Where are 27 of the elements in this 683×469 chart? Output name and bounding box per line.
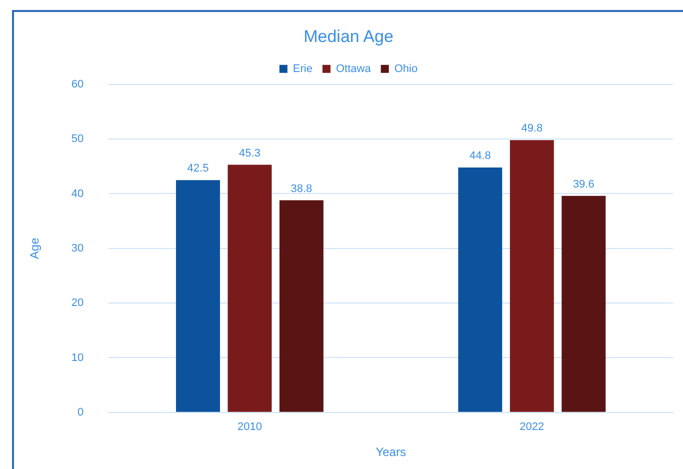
y-tick-label: 40 — [71, 188, 84, 200]
y-tick-label: 30 — [71, 242, 84, 254]
x-tick-label: 2022 — [520, 421, 544, 434]
legend-label: Ottawa — [336, 62, 372, 75]
legend-label: Ohio — [394, 62, 418, 75]
y-tick-label: 0 — [78, 406, 84, 418]
bar — [510, 140, 554, 412]
legend-label: Erie — [292, 62, 312, 75]
x-axis-title: Years — [376, 445, 406, 460]
y-tick-label: 50 — [71, 133, 84, 146]
bar — [562, 196, 606, 412]
data-label: 39.6 — [572, 178, 594, 190]
data-label: 38.8 — [290, 182, 312, 195]
y-tick-label: 10 — [71, 352, 84, 364]
chart-title: Median Age — [304, 26, 394, 46]
data-label: 44.8 — [469, 150, 491, 162]
bar — [228, 164, 272, 412]
y-tick-label: 20 — [71, 297, 84, 310]
data-label: 45.3 — [239, 147, 260, 160]
x-tick-label: 2010 — [237, 421, 262, 434]
data-label: 42.5 — [187, 162, 209, 175]
bar — [279, 200, 324, 412]
bar — [176, 180, 220, 412]
bar — [458, 167, 502, 412]
y-axis-title: Age — [28, 237, 42, 260]
data-label: 49.8 — [521, 122, 543, 135]
y-tick-label: 60 — [71, 78, 84, 90]
